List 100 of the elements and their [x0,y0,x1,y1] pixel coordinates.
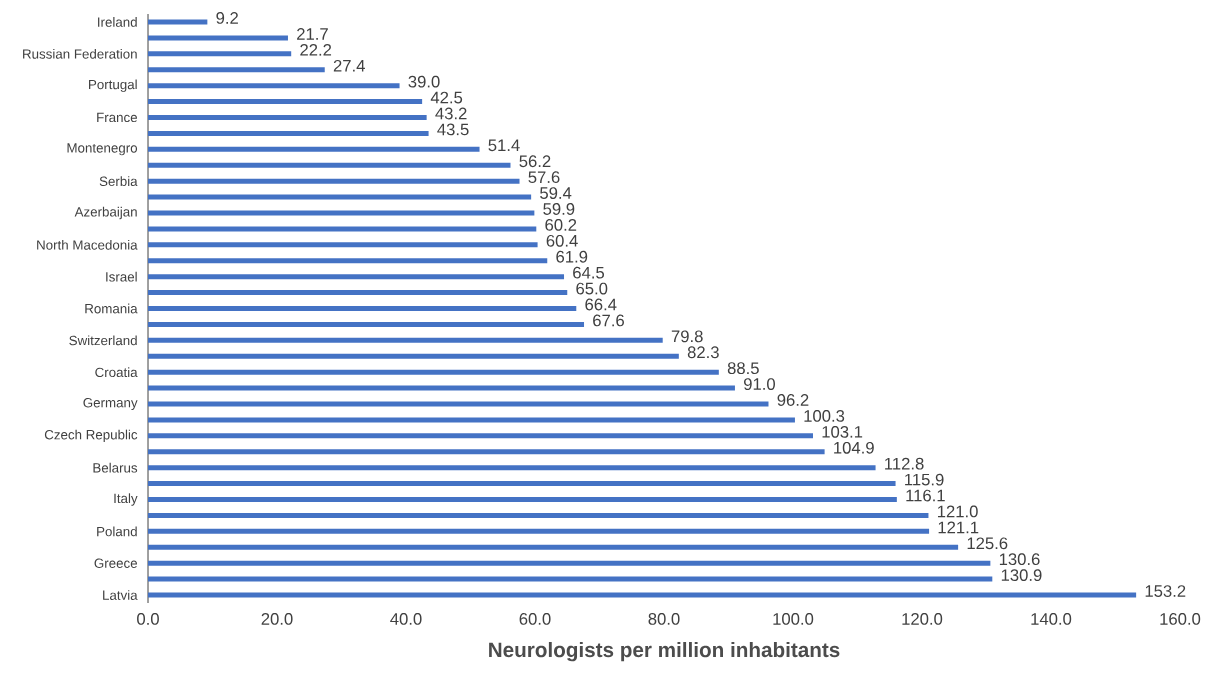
data-label: 65.0 [576,282,608,295]
x-tick-label: 140.0 [1031,613,1072,625]
data-label: 121.0 [937,505,978,518]
data-label: 60.2 [545,219,577,231]
bar [148,449,825,455]
data-label: 104.9 [834,441,874,454]
y-tick-label: Poland [97,526,137,537]
bar [148,99,423,105]
y-tick-label: France [97,112,137,123]
data-label: 27.4 [333,59,365,72]
bar [148,353,679,359]
bar [148,226,537,232]
y-tick-label: Serbia [99,176,138,187]
bar [148,544,959,550]
y-tick-label: Azerbaijan [74,206,137,220]
y-tick-label: Russian Federation [23,48,137,59]
bar [148,576,993,582]
data-label: 100.3 [804,410,845,422]
bar [148,528,930,534]
y-tick-label: Germany [83,397,138,411]
data-label: 130.9 [1001,569,1042,582]
bar [148,369,719,375]
data-label: 60.4 [546,234,578,247]
bar [148,258,548,264]
bar [148,83,400,89]
y-tick-label: North Macedonia [37,239,138,250]
data-label: 125.6 [967,537,1008,550]
x-tick-label: 160.0 [1160,613,1201,625]
data-label: 22.2 [300,43,332,56]
x-tick-label: 40.0 [390,613,422,625]
x-tick-label: 120.0 [902,613,943,625]
data-label: 43.2 [435,107,467,120]
data-label: 153.2 [1145,585,1186,597]
data-label: 21.7 [297,28,328,40]
bar [148,274,565,280]
bar [148,290,568,296]
data-label: 61.9 [556,250,588,263]
y-tick-label: Latvia [103,590,138,600]
data-label: 91.0 [743,378,775,390]
y-tick-label: Ireland [98,17,137,27]
data-label: 66.4 [585,298,617,311]
bar [148,306,577,311]
data-label: 116.1 [906,489,945,502]
data-label: 9.2 [216,12,238,24]
y-tick-label: Portugal [89,79,137,92]
bar [148,162,511,168]
x-tick-label: 80.0 [648,613,680,625]
x-tick-label: 0.0 [137,613,159,625]
bar [148,194,532,200]
data-label: 96.2 [777,394,809,406]
data-label: 103.1 [822,425,863,438]
y-tick-label: Italy [114,493,138,506]
y-tick-label: Romania [85,303,138,314]
y-tick-label: Israel [106,271,137,282]
bar [148,242,538,248]
bar [148,321,585,327]
y-tick-label: Croatia [95,367,138,378]
bar [148,130,429,136]
data-label: 51.4 [488,139,520,152]
bar [148,481,896,487]
bar [148,512,929,518]
data-label: 56.2 [519,155,551,168]
data-label: 43.5 [437,123,469,136]
bar [148,497,897,503]
y-tick-label: Czech Republic [44,429,138,443]
bar [148,67,325,73]
data-label: 112.8 [885,457,924,470]
y-tick-label: Greece [94,558,137,568]
bar [148,35,288,41]
bar [148,592,1137,598]
data-label: 130.6 [999,553,1040,566]
y-tick-label: Montenegro [67,143,138,156]
data-label: 64.5 [573,266,605,279]
data-label: 39.0 [408,75,440,88]
data-label: 42.5 [430,91,463,104]
bar [148,385,735,391]
data-label: 57.6 [528,171,560,184]
bar [148,337,663,343]
bar [148,178,520,184]
data-label: 67.6 [593,314,624,327]
bar [148,401,769,407]
data-label: 121.1 [938,521,979,534]
bar [148,19,208,25]
x-axis-title: Neurologists per million inhabitants [489,641,840,662]
bar [148,114,427,120]
bar [148,417,795,423]
bar [148,433,813,439]
y-tick-label: Belarus [93,462,138,473]
bar [148,51,292,57]
data-label: 82.3 [687,346,719,359]
bar [148,560,991,566]
bar [148,210,535,216]
data-label: 79.8 [671,330,703,343]
x-tick-label: 60.0 [519,613,551,625]
x-tick-label: 20.0 [261,613,293,625]
data-label: 88.5 [727,362,759,375]
y-tick-label: Switzerland [69,335,137,346]
bar [148,465,876,471]
data-label: 59.9 [543,203,575,215]
data-label: 59.4 [540,187,572,199]
